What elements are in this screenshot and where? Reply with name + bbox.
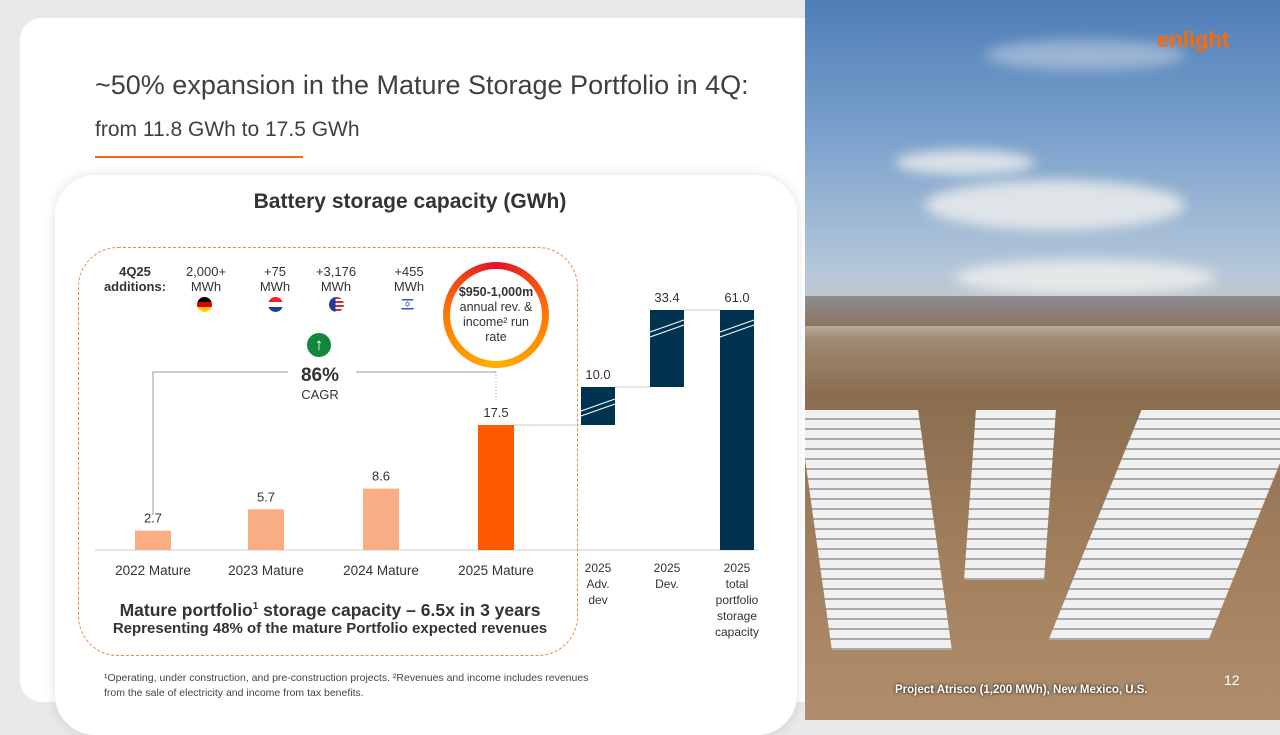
summary-line-2: Representing 48% of the mature Portfolio…: [112, 620, 548, 637]
run-rate-text: income² run: [463, 315, 529, 329]
addition-usa: +3,176 MWh: [315, 264, 357, 294]
data-label: 17.5: [483, 405, 508, 420]
footnote: ¹Operating, under construction, and pre-…: [104, 672, 589, 699]
category-label: storage: [717, 609, 757, 623]
data-label: 61.0: [724, 290, 749, 305]
axis-break-mark: [580, 403, 616, 417]
additions-label: 4Q25 additions:: [103, 264, 167, 294]
bar: [135, 530, 171, 550]
category-label: 2023 Mature: [228, 563, 304, 578]
axis-break-mark: [649, 319, 685, 333]
data-label: 5.7: [257, 489, 275, 504]
bar: [363, 488, 399, 550]
category-label: dev: [588, 593, 607, 607]
bar: [720, 310, 754, 550]
page-subtitle: from 11.8 GWh to 17.5 GWh: [95, 118, 360, 141]
data-label: 8.6: [372, 469, 390, 484]
cagr-label: CAGR: [301, 387, 339, 402]
category-label: 2025: [585, 561, 612, 575]
axis-break-mark: [719, 324, 755, 338]
run-rate-text: rate: [485, 330, 507, 344]
data-label: 10.0: [585, 367, 610, 382]
category-label: Adv.: [586, 577, 609, 591]
run-rate-value: $950-1,000m: [458, 285, 534, 299]
page-number: 12: [1224, 672, 1240, 688]
cagr-value: 86%: [300, 365, 340, 386]
category-label: 2022 Mature: [115, 563, 191, 578]
bar: [650, 310, 684, 387]
croatia-flag-icon: [268, 297, 283, 312]
mature-highlight-box: [78, 247, 578, 656]
usa-flag-icon: [329, 297, 344, 312]
project-photo: enlight Project Atrisco (1,200 MWh), New…: [805, 0, 1280, 720]
waterfall-chart: 2.7 2022 Mature 5.7 2023 Mature 8.6 2024 Matu…: [95, 290, 759, 639]
cagr-connector: [152, 371, 288, 515]
category-label: portfolio: [716, 593, 759, 607]
enlight-logo: enlight: [1157, 27, 1230, 52]
germany-flag-icon: [197, 297, 212, 312]
bar: [478, 425, 514, 550]
category-label: Dev.: [655, 577, 679, 591]
growth-arrow-icon: ↑: [307, 333, 331, 357]
axis-break-mark: [719, 319, 755, 333]
bar: [248, 509, 284, 550]
axis-break-mark: [580, 398, 616, 412]
run-rate-text: annual rev. &: [459, 300, 533, 314]
addition-croatia: +75 MWh: [259, 264, 291, 294]
addition-israel: +455 MWh: [393, 264, 425, 294]
category-label: 2025 Mature: [458, 563, 534, 578]
summary-line-1: Mature portfolio1 storage capacity – 6.5…: [119, 599, 541, 620]
category-label: 2025: [654, 561, 681, 575]
category-label: capacity: [715, 625, 759, 639]
data-label: 2.7: [144, 511, 162, 526]
category-label: 2024 Mature: [343, 563, 419, 578]
category-label: 2025: [724, 561, 751, 575]
title-underline: [95, 156, 303, 158]
category-label: total: [726, 577, 749, 591]
chart-panel: [55, 175, 797, 735]
chart-title: Battery storage capacity (GWh): [253, 190, 567, 213]
data-label: 33.4: [654, 290, 679, 305]
page-title: ~50% expansion in the Mature Storage Por…: [95, 70, 749, 100]
photo-caption: Project Atrisco (1,200 MWh), New Mexico,…: [895, 684, 1148, 696]
addition-germany: 2,000+ MWh: [185, 264, 227, 294]
axis-break-mark: [649, 324, 685, 338]
israel-flag-icon: ✡: [400, 297, 415, 312]
run-rate-badge: $950-1,000m annual rev. & income² run ra…: [443, 262, 549, 368]
